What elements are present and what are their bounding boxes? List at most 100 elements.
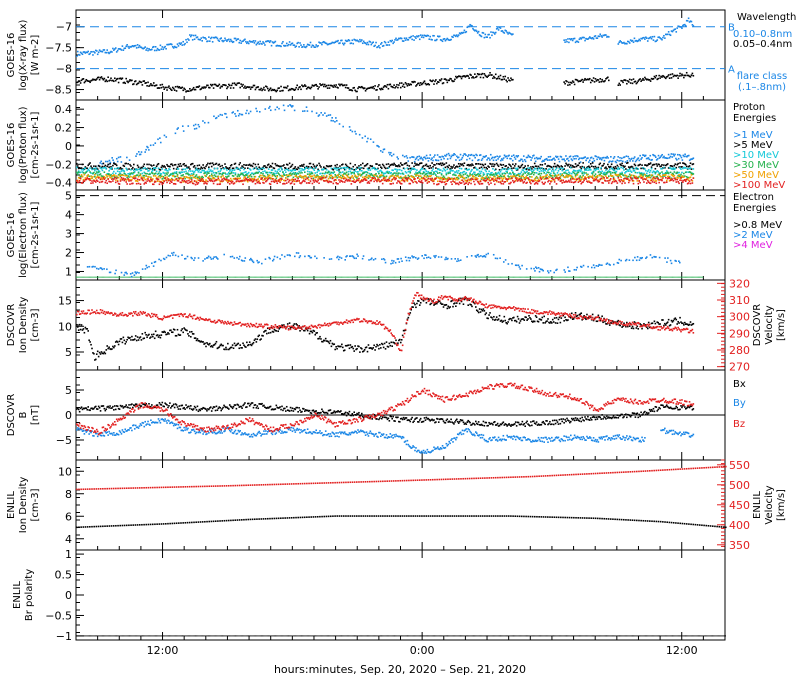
data-point <box>185 90 187 93</box>
data-point <box>300 44 302 46</box>
data-point <box>399 177 401 179</box>
data-point <box>293 44 296 46</box>
data-point <box>498 77 501 80</box>
data-point <box>167 43 169 46</box>
data-point <box>675 157 677 160</box>
data-point <box>274 175 277 178</box>
data-point <box>144 151 146 153</box>
data-point <box>187 90 189 92</box>
data-point <box>535 156 538 159</box>
data-point <box>537 180 540 183</box>
data-point <box>301 84 303 87</box>
data-point <box>228 183 231 185</box>
data-point <box>154 46 157 48</box>
data-point <box>399 37 401 40</box>
data-point <box>575 172 578 175</box>
data-point <box>491 177 493 180</box>
data-point <box>399 172 402 175</box>
data-point <box>576 178 579 180</box>
data-point <box>342 125 344 128</box>
data-point <box>471 25 473 27</box>
data-point <box>504 155 507 158</box>
data-point <box>637 39 640 42</box>
data-point <box>368 167 371 169</box>
data-point <box>112 47 114 50</box>
data-point <box>637 182 640 185</box>
data-point <box>589 169 592 171</box>
data-point <box>319 177 321 179</box>
data-point <box>418 180 420 182</box>
data-point <box>638 171 640 174</box>
data-point <box>660 37 662 40</box>
data-point <box>470 24 472 27</box>
data-point <box>441 181 444 183</box>
data-point <box>612 179 615 181</box>
data-point <box>581 181 583 184</box>
data-point <box>513 175 516 177</box>
data-point <box>254 175 257 178</box>
data-point <box>302 45 304 48</box>
data-point <box>94 175 96 178</box>
data-point <box>216 178 219 181</box>
data-point <box>201 167 203 170</box>
data-point <box>260 167 262 170</box>
data-point <box>577 41 580 43</box>
data-point <box>76 162 78 165</box>
data-point <box>468 179 470 182</box>
data-point <box>394 178 396 181</box>
data-point <box>88 53 90 56</box>
data-point <box>114 163 117 166</box>
data-point <box>456 76 458 79</box>
data-point <box>111 166 113 169</box>
data-point <box>686 74 689 77</box>
data-point <box>286 164 289 166</box>
data-point <box>664 76 666 79</box>
data-point <box>583 172 585 175</box>
data-point <box>322 176 324 179</box>
data-point <box>301 181 303 184</box>
data-point <box>123 178 126 181</box>
data-point <box>172 47 175 49</box>
data-point <box>616 182 619 184</box>
data-point <box>408 170 411 173</box>
data-point <box>682 175 684 177</box>
data-point <box>339 181 341 183</box>
data-point <box>303 179 305 182</box>
data-point <box>439 79 442 82</box>
data-point <box>658 173 660 176</box>
data-point <box>478 34 481 36</box>
data-point <box>573 166 576 168</box>
data-point <box>532 155 534 157</box>
data-point <box>376 168 378 171</box>
data-point <box>134 180 137 182</box>
data-point <box>440 177 443 180</box>
data-point <box>423 168 426 170</box>
data-point <box>358 166 360 169</box>
data-point <box>212 177 215 179</box>
data-point <box>503 154 506 157</box>
data-point <box>688 165 691 167</box>
data-point <box>554 174 557 176</box>
data-point <box>653 163 656 166</box>
data-point <box>361 169 363 172</box>
data-point <box>172 87 175 90</box>
data-point <box>97 171 100 173</box>
data-point <box>512 171 514 174</box>
data-point <box>404 176 407 179</box>
data-point <box>378 164 380 167</box>
data-point <box>79 177 82 180</box>
data-point <box>194 177 197 179</box>
data-point <box>417 172 419 174</box>
data-point <box>313 169 316 172</box>
data-point <box>84 172 87 174</box>
data-point <box>453 180 455 183</box>
data-point <box>474 156 476 159</box>
data-point <box>686 167 689 170</box>
data-point <box>354 39 356 41</box>
data-point <box>178 42 181 44</box>
data-point <box>424 180 427 182</box>
data-point <box>403 180 406 183</box>
data-point <box>128 176 130 178</box>
data-point <box>544 177 546 180</box>
data-point <box>478 183 481 185</box>
